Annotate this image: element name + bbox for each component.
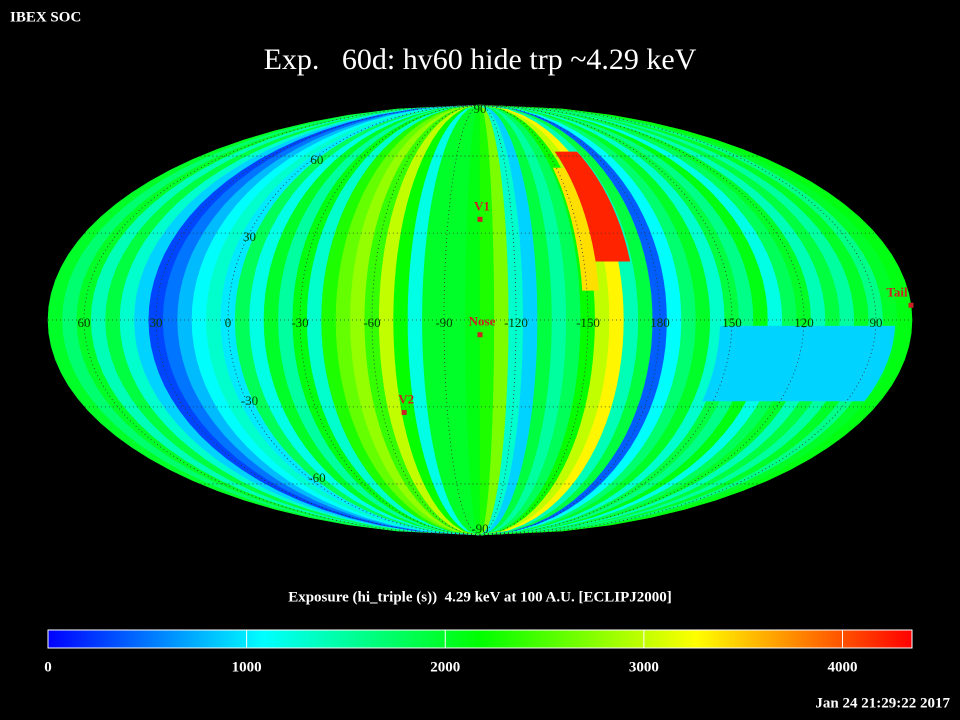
exposure-patch [554,151,631,262]
colorbar [47,629,913,649]
marker-label: V1 [474,198,490,213]
colorbar-tick-label: 1000 [232,659,262,675]
marker-label: V2 [398,391,414,406]
lon-tick-label: -30 [291,315,308,330]
timestamp: Jan 24 21:29:22 2017 [815,695,950,711]
lon-tick-label: -90 [435,315,452,330]
lon-tick-label: 150 [722,315,742,330]
lat-tick-label: -60 [308,470,325,485]
colorbar-tick-label: 3000 [629,659,659,675]
marker [908,302,914,308]
lat-tick-label: 30 [243,229,256,244]
lat-tick-label: -90 [471,521,488,536]
lat-tick-label: -30 [241,393,258,408]
lat-tick-label: 90 [474,101,487,116]
lon-tick-label: 30 [150,315,163,330]
lon-tick-label: 180 [650,315,670,330]
map: 60 30 0 -30 -60 -90 -120 -150 180 150 120 90 90 60 30 -… [47,101,914,536]
meridian [479,104,733,536]
lon-tick-label: 120 [794,315,814,330]
colorbar-tick-label: 2000 [430,659,460,675]
lon-tick-label: 60 [78,315,91,330]
exposure-patch [552,167,599,291]
colorbar-label: Exposure (hi_triple (s)) 4.29 keV at 100… [288,589,672,605]
lon-tick-label: -60 [363,315,380,330]
colorbar-tick-label: 4000 [827,659,857,675]
colorbar-tick-label: 0 [44,659,52,675]
lon-tick-label: 0 [225,315,232,330]
marker [477,216,483,222]
chart-title: Exp. 60d: hv60 hide trp ~4.29 keV [264,43,697,76]
marker [477,332,483,338]
org-label: IBEX SOC [10,9,81,25]
lat-tick-label: 60 [310,152,323,167]
marker-label: Tail [886,284,908,299]
lon-tick-label: -150 [576,315,600,330]
marker-label: Nose [469,314,496,329]
exposure-patch [702,325,895,402]
lon-tick-label: -120 [504,315,528,330]
marker [401,409,407,415]
lon-tick-label: 90 [870,315,883,330]
